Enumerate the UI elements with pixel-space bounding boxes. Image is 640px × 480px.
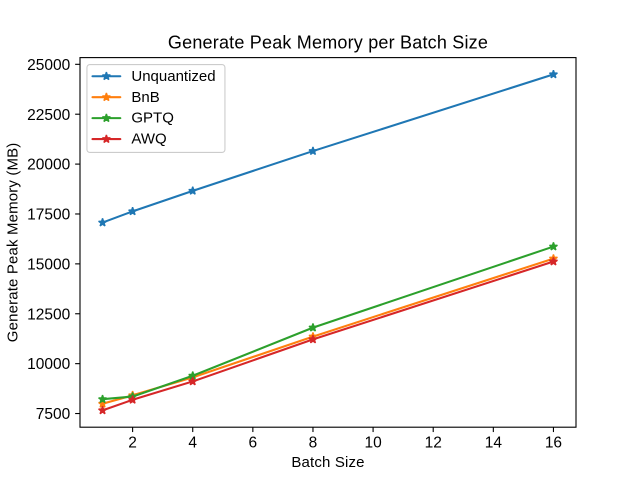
svg-text:16: 16	[545, 435, 562, 452]
svg-text:BnB: BnB	[131, 89, 159, 106]
svg-text:8: 8	[309, 435, 318, 452]
svg-text:Unquantized: Unquantized	[131, 68, 215, 85]
svg-text:4: 4	[188, 435, 197, 452]
svg-text:Generate Peak Memory (MB): Generate Peak Memory (MB)	[4, 143, 21, 343]
svg-text:10000: 10000	[27, 356, 70, 373]
svg-text:10: 10	[364, 435, 382, 452]
svg-text:Batch Size: Batch Size	[291, 454, 364, 471]
svg-text:14: 14	[485, 435, 503, 452]
svg-text:12: 12	[425, 435, 442, 452]
svg-text:20000: 20000	[27, 157, 70, 174]
svg-text:15000: 15000	[27, 256, 70, 273]
svg-text:AWQ: AWQ	[131, 131, 166, 148]
svg-text:17500: 17500	[27, 207, 70, 224]
svg-text:2: 2	[128, 435, 137, 452]
svg-text:Generate Peak Memory per Batch: Generate Peak Memory per Batch Size	[168, 32, 488, 52]
svg-text:25000: 25000	[27, 57, 70, 74]
svg-text:12500: 12500	[27, 306, 70, 323]
svg-text:7500: 7500	[36, 406, 71, 423]
svg-text:22500: 22500	[27, 107, 70, 124]
svg-text:6: 6	[249, 435, 258, 452]
svg-text:GPTQ: GPTQ	[131, 110, 174, 127]
